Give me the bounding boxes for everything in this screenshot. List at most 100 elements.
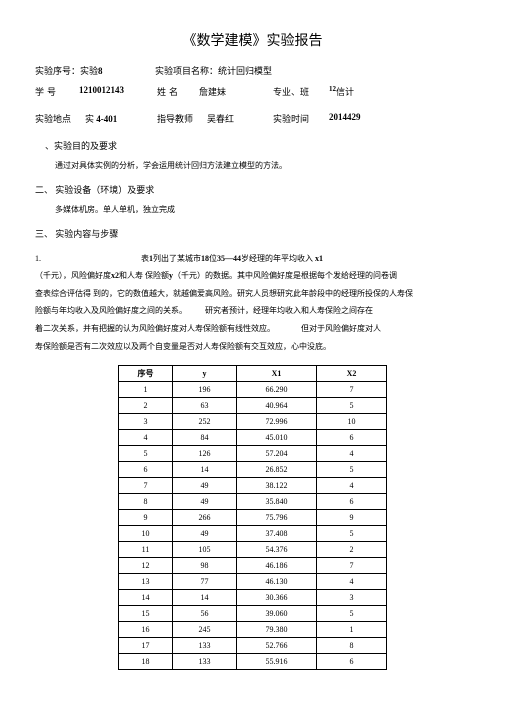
info-row-1: 实验序号：实验8 实验项目名称：统计回归模型 <box>35 64 470 77</box>
table-row: 129846.1867 <box>119 558 387 574</box>
table-cell: 4 <box>317 574 387 590</box>
place-value: 实 4-401 <box>85 112 157 125</box>
table-cell: 63 <box>173 398 237 414</box>
id-label: 学号 <box>35 85 79 98</box>
table-cell: 35.840 <box>237 494 317 510</box>
table-cell: 6 <box>317 494 387 510</box>
table-row: 84935.8406 <box>119 494 387 510</box>
class-sup: 12 <box>329 85 336 93</box>
section-1-text: 通过对具体实例的分析，学会运用统计回归方法建立模型的方法。 <box>35 160 470 173</box>
table-cell: 11 <box>119 542 173 558</box>
table-cell: 9 <box>317 510 387 526</box>
table-row: 155639.0605 <box>119 606 387 622</box>
table-cell: 37.408 <box>237 526 317 542</box>
proj-name-cell: 实验项目名称：统计回归模型 <box>155 64 470 77</box>
p-l2e: （千元）的数据。其中风险偏好度是根据每个发给经理的问卷调 <box>173 271 397 280</box>
table-cell: 133 <box>173 654 237 670</box>
table-cell: 84 <box>173 430 237 446</box>
table-row: 1624579.3801 <box>119 622 387 638</box>
p-l1d: 列出了某城市 <box>153 254 201 263</box>
section-2-text: 多媒体机房。单人单机，独立完成 <box>35 204 470 217</box>
p-l6: 寿保险额是否有二次效应以及两个自变量是否对人寿保险额有交互效应，心中没底。 <box>35 342 331 351</box>
table-cell: 9 <box>119 510 173 526</box>
p-l1h: 岁经理的年平均收入 <box>241 254 313 263</box>
p-l1e: 18 <box>201 254 209 263</box>
section-1-title: 、实验目的及要求 <box>35 139 470 152</box>
th-x2: X2 <box>317 366 387 382</box>
table-cell: 196 <box>173 382 237 398</box>
table-cell: 13 <box>119 574 173 590</box>
p-l3: 查表综合评估得 到的，它的数值越大，就越偏爱高风险。研究人员想研究此年龄段中的经… <box>35 289 413 298</box>
table-cell: 49 <box>173 494 237 510</box>
table-cell: 4 <box>317 446 387 462</box>
table-cell: 1 <box>119 382 173 398</box>
p-l2c: 和人寿 保险额 <box>119 271 169 280</box>
table-cell: 5 <box>317 462 387 478</box>
table-cell: 133 <box>173 638 237 654</box>
table-cell: 14 <box>173 590 237 606</box>
table-cell: 5 <box>119 446 173 462</box>
place-prefix: 实 <box>85 114 94 124</box>
table-cell: 40.964 <box>237 398 317 414</box>
table-cell: 7 <box>119 478 173 494</box>
info-row-3: 实验地点 实 4-401 指导教师 吴春红 实验时间 2014429 <box>35 112 470 125</box>
table-cell: 46.130 <box>237 574 317 590</box>
th-seq: 序号 <box>119 366 173 382</box>
table-cell: 30.366 <box>237 590 317 606</box>
table-cell: 6 <box>317 430 387 446</box>
time-value: 2014429 <box>329 112 470 125</box>
table-cell: 66.290 <box>237 382 317 398</box>
p-l5b: 但对于风险偏好度对人 <box>301 324 381 333</box>
place-label: 实验地点 <box>35 112 85 125</box>
table-cell: 57.204 <box>237 446 317 462</box>
table-cell: 77 <box>173 574 237 590</box>
table-row: 141430.3663 <box>119 590 387 606</box>
table-cell: 2 <box>317 542 387 558</box>
table-cell: 6 <box>317 654 387 670</box>
doc-title: 《数学建模》实验报告 <box>35 30 470 50</box>
exp-no-value: 8 <box>98 66 103 76</box>
table-cell: 8 <box>317 638 387 654</box>
table-cell: 54.376 <box>237 542 317 558</box>
table-row: 1813355.9166 <box>119 654 387 670</box>
table-row: 74938.1224 <box>119 478 387 494</box>
table-cell: 7 <box>317 382 387 398</box>
p-l5a: 着二次关系，并有把握的认为风险偏好度对人寿保险额有线性效应。 <box>35 324 275 333</box>
th-x1: X1 <box>237 366 317 382</box>
table-cell: 5 <box>317 398 387 414</box>
table-cell: 56 <box>173 606 237 622</box>
table-cell: 3 <box>119 414 173 430</box>
table-cell: 75.796 <box>237 510 317 526</box>
place-bold: 4-401 <box>96 114 117 124</box>
table-cell: 4 <box>119 430 173 446</box>
table-cell: 245 <box>173 622 237 638</box>
name-label: 姓名 <box>157 85 199 98</box>
teacher-value: 吴春红 <box>207 112 273 125</box>
table-row: 26340.9645 <box>119 398 387 414</box>
table-cell: 7 <box>317 558 387 574</box>
table-row: 48445.0106 <box>119 430 387 446</box>
table-cell: 18 <box>119 654 173 670</box>
p-l4b: 研究者预计，经理年均收入和人寿保险之间存在 <box>205 306 373 315</box>
table-cell: 10 <box>119 526 173 542</box>
paragraph-body: 1. 表1列出了某城市18位35—44岁经理的年平均收入 x1 （千元），风险偏… <box>35 250 470 356</box>
name-value: 詹建妹 <box>199 85 273 98</box>
id-value: 1210012143 <box>79 85 157 98</box>
class-value: 12信计 <box>329 85 470 98</box>
table-cell: 126 <box>173 446 237 462</box>
table-cell: 10 <box>317 414 387 430</box>
table-cell: 46.186 <box>237 558 317 574</box>
class-txt: 信计 <box>336 87 354 97</box>
table-cell: 49 <box>173 526 237 542</box>
data-table: 序号 y X1 X2 119666.290726340.9645325272.9… <box>118 365 387 670</box>
class-label: 专业、班 <box>273 85 329 98</box>
table-row: 61426.8525 <box>119 462 387 478</box>
table-cell: 49 <box>173 478 237 494</box>
table-cell: 6 <box>119 462 173 478</box>
table-row: 926675.7969 <box>119 510 387 526</box>
table-cell: 39.060 <box>237 606 317 622</box>
table-cell: 252 <box>173 414 237 430</box>
table-cell: 16 <box>119 622 173 638</box>
table-row: 1713352.7668 <box>119 638 387 654</box>
table-cell: 26.852 <box>237 462 317 478</box>
